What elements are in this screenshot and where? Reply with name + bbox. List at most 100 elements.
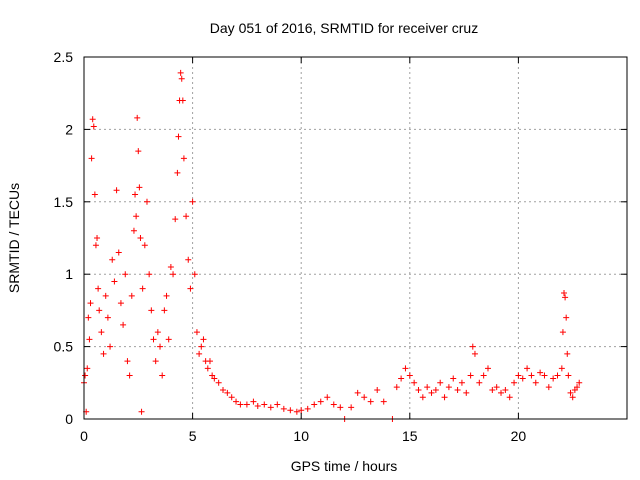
- data-point: [274, 401, 281, 408]
- data-point: [109, 256, 116, 263]
- data-point: [415, 387, 422, 394]
- data-point: [267, 404, 274, 411]
- data-point: [554, 372, 561, 379]
- data-point: [174, 169, 181, 176]
- data-point: [476, 379, 483, 386]
- data-point: [88, 155, 95, 162]
- data-point: [157, 343, 164, 350]
- data-point: [317, 398, 324, 405]
- data-point: [159, 372, 166, 379]
- data-point: [498, 389, 505, 396]
- data-point: [569, 394, 576, 401]
- data-point: [304, 405, 311, 412]
- data-point: [545, 384, 552, 391]
- y-tick-label: 0: [65, 411, 73, 427]
- data-point: [493, 384, 500, 391]
- data-point: [354, 389, 361, 396]
- data-point: [424, 384, 431, 391]
- data-point: [374, 387, 381, 394]
- data-point: [311, 401, 318, 408]
- data-point: [133, 213, 140, 220]
- data-point: [432, 387, 439, 394]
- data-point: [89, 116, 96, 123]
- data-point: [361, 394, 368, 401]
- x-tick-label: 5: [189, 428, 197, 444]
- ticks-layer: 0 5 10 15 20 0 0.5 1 1.5 2 2.5: [54, 49, 627, 444]
- data-point: [126, 372, 133, 379]
- data-point: [458, 379, 465, 386]
- data-point: [152, 358, 159, 365]
- data-point: [196, 350, 203, 357]
- data-point: [187, 285, 194, 292]
- data-point: [120, 321, 127, 328]
- data-point: [298, 407, 305, 414]
- data-point: [178, 75, 185, 82]
- data-point: [519, 375, 526, 382]
- data-point: [193, 329, 200, 336]
- data-point: [136, 184, 143, 191]
- grid-layer: [84, 57, 627, 419]
- data-point: [445, 384, 452, 391]
- data-point: [124, 358, 131, 365]
- data-point: [122, 271, 129, 278]
- data-point: [563, 314, 570, 321]
- chart-title: Day 051 of 2016, SRMTID for receiver cru…: [210, 20, 478, 36]
- data-point: [175, 133, 182, 140]
- data-point: [564, 350, 571, 357]
- data-point: [185, 256, 192, 263]
- data-point: [100, 350, 107, 357]
- data-point: [233, 398, 240, 405]
- data-point: [469, 343, 476, 350]
- data-point: [467, 372, 474, 379]
- data-point: [82, 372, 89, 379]
- data-point: [324, 394, 331, 401]
- data-point: [92, 242, 99, 249]
- x-tick-label: 20: [511, 428, 527, 444]
- data-point: [206, 358, 213, 365]
- data-point: [450, 375, 457, 382]
- data-point: [348, 404, 355, 411]
- x-axis-label: GPS time / hours: [291, 458, 398, 474]
- data-point: [98, 329, 105, 336]
- y-axis-label: SRMTID / TECUs: [6, 183, 22, 293]
- data-point: [96, 307, 103, 314]
- data-point: [532, 379, 539, 386]
- data-point: [567, 389, 574, 396]
- points-layer: [81, 69, 583, 422]
- data-point: [463, 389, 470, 396]
- data-point: [191, 271, 198, 278]
- y-tick-label: 1.5: [54, 194, 74, 210]
- data-point: [198, 343, 205, 350]
- data-point: [367, 398, 374, 405]
- data-point: [165, 336, 172, 343]
- data-point: [84, 365, 91, 372]
- data-point: [406, 372, 413, 379]
- data-point: [484, 365, 491, 372]
- y-tick-label: 1: [65, 266, 73, 282]
- data-point: [576, 379, 583, 386]
- data-point: [134, 114, 141, 121]
- data-point: [154, 329, 161, 336]
- data-point: [204, 365, 211, 372]
- y-tick-label: 2.5: [54, 49, 74, 65]
- data-point: [130, 227, 137, 234]
- data-point: [437, 379, 444, 386]
- data-point: [337, 404, 344, 411]
- data-point: [541, 372, 548, 379]
- y-tick-label: 0.5: [54, 339, 74, 355]
- data-point: [200, 336, 207, 343]
- data-point: [146, 271, 153, 278]
- data-point: [228, 394, 235, 401]
- data-point: [102, 292, 109, 299]
- data-point: [502, 387, 509, 394]
- data-point: [161, 307, 168, 314]
- data-point: [254, 402, 261, 409]
- data-point: [148, 307, 155, 314]
- data-point: [243, 401, 250, 408]
- data-point: [215, 379, 222, 386]
- data-point: [428, 389, 435, 396]
- x-tick-label: 10: [293, 428, 309, 444]
- data-point: [87, 300, 94, 307]
- data-point: [550, 375, 557, 382]
